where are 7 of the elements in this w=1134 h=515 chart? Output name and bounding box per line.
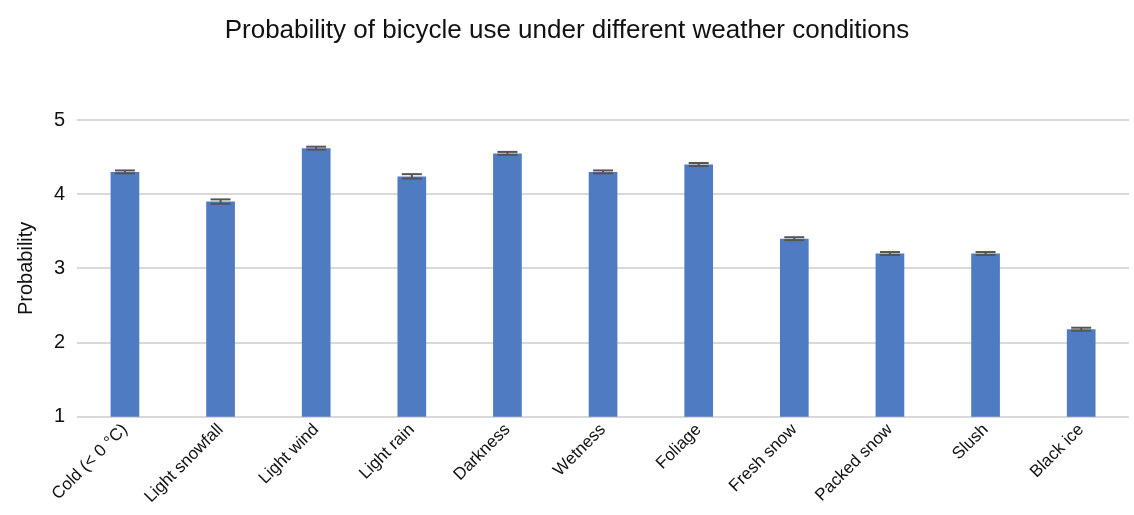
y-tick-label: 4	[54, 181, 66, 204]
chart-title: Probability of bicycle use under different weather conditions	[223, 14, 911, 45]
y-tick-label: 2	[54, 330, 66, 353]
y-tick-label: 1	[54, 404, 66, 427]
y-tick-label: 3	[54, 255, 66, 278]
y-tick-label: 5	[54, 107, 66, 130]
y-axis-title: Probability	[13, 221, 36, 316]
